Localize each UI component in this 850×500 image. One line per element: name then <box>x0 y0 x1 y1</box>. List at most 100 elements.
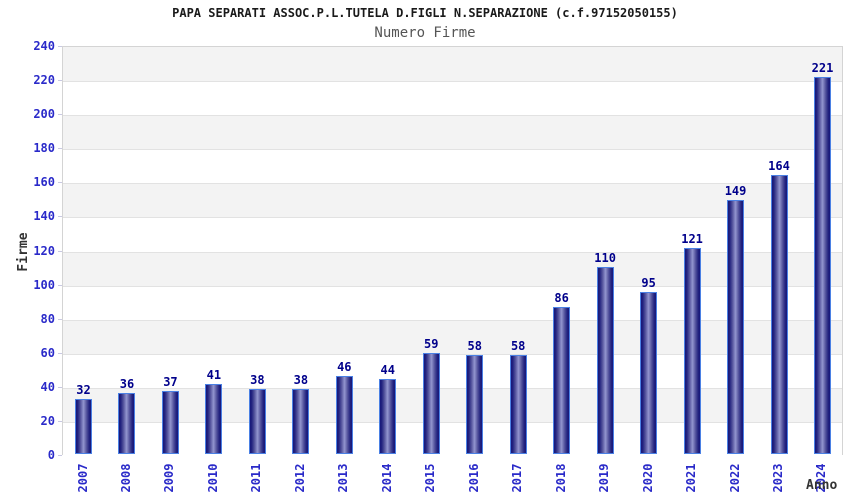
x-tick-label: 2020 <box>640 463 655 493</box>
y-tick-label: 140 <box>33 209 55 224</box>
gridline <box>63 285 842 287</box>
gridline <box>63 217 842 219</box>
grid-band <box>63 387 842 422</box>
bar <box>813 77 831 454</box>
bar <box>727 200 745 454</box>
grid-band <box>63 149 842 184</box>
bar-value-label: 149 <box>724 184 747 199</box>
y-tick-mark <box>58 114 62 116</box>
grid-band <box>63 47 842 82</box>
y-tick-label: 100 <box>33 277 55 292</box>
y-tick-label: 220 <box>33 73 55 88</box>
bar-value-label: 38 <box>250 373 265 388</box>
bar <box>509 355 527 454</box>
bar-value-label: 110 <box>594 250 616 265</box>
bar <box>118 392 136 454</box>
x-tick-label: 2012 <box>292 463 307 493</box>
bar-value-label: 164 <box>768 158 790 173</box>
y-tick-mark <box>58 318 62 320</box>
bar-value-label: 121 <box>681 231 703 246</box>
gridline <box>63 353 842 355</box>
bar <box>553 307 571 454</box>
y-tick-mark <box>58 80 62 82</box>
x-tick-label: 2023 <box>771 463 786 493</box>
bar-value-label: 221 <box>811 61 834 76</box>
bar <box>770 174 788 454</box>
y-tick-label: 240 <box>33 39 55 53</box>
y-tick-mark <box>58 216 62 218</box>
x-tick-label: 2016 <box>466 463 481 493</box>
y-tick-mark <box>58 352 62 354</box>
x-tick-label: 2011 <box>249 463 264 493</box>
bar-value-label: 44 <box>380 363 395 378</box>
y-tick-mark <box>58 386 62 388</box>
x-tick-label: 2008 <box>118 463 133 493</box>
x-tick-label: 2009 <box>162 463 177 493</box>
bar-value-label: 38 <box>293 373 309 388</box>
bar-value-label: 59 <box>424 337 439 352</box>
bar <box>75 399 92 454</box>
y-tick-label: 200 <box>33 107 55 122</box>
x-axis-title: Anno <box>806 478 838 493</box>
x-tick-label: 2010 <box>205 463 220 493</box>
y-tick-mark <box>58 284 62 286</box>
y-tick-label: 0 <box>47 448 55 462</box>
bar <box>205 384 223 454</box>
bar <box>379 379 397 454</box>
x-tick-label: 2017 <box>510 463 525 493</box>
bar-value-label: 32 <box>76 383 91 398</box>
x-tick-label: 2019 <box>597 463 612 493</box>
x-tick-label: 2015 <box>423 463 438 493</box>
y-tick-mark <box>58 250 62 252</box>
bar <box>640 292 658 454</box>
bar <box>292 389 310 454</box>
y-tick-label: 20 <box>40 413 55 428</box>
gridline <box>63 81 842 83</box>
gridline <box>63 387 842 389</box>
grid-band <box>63 421 842 456</box>
gridline <box>63 251 842 253</box>
x-tick-label: 2007 <box>75 463 90 493</box>
bar <box>466 355 484 454</box>
plot-area: 32 36 37 41 38 38 46 44 59 58 58 86 110 95 121 149 164 22… <box>62 46 843 456</box>
x-tick-label: 2022 <box>727 463 742 493</box>
bar-value-label: 58 <box>467 339 482 354</box>
chart-title: PAPA SEPARATI ASSOC.P.L.TUTELA D.FIGLI N… <box>172 6 678 20</box>
y-tick-label: 120 <box>33 243 55 258</box>
bar-value-label: 86 <box>554 291 569 306</box>
grid-band <box>63 319 842 354</box>
gridline <box>63 115 842 117</box>
bar <box>596 266 614 454</box>
y-tick-mark <box>58 455 62 456</box>
bar-value-label: 37 <box>163 374 178 389</box>
grid-band <box>63 353 842 388</box>
y-tick-mark <box>58 148 62 150</box>
bar <box>161 390 179 454</box>
grid-band <box>63 115 842 150</box>
gridline <box>63 319 842 321</box>
bar <box>248 389 266 454</box>
x-tick-label: 2018 <box>553 463 568 493</box>
bar <box>683 247 701 454</box>
y-tick-label: 60 <box>40 345 55 360</box>
bar-value-label: 36 <box>119 376 135 391</box>
grid-band <box>63 285 842 320</box>
x-tick-label: 2014 <box>379 463 394 493</box>
x-tick-label: 2013 <box>336 463 351 493</box>
chart-subtitle: Numero Firme <box>374 25 476 41</box>
bar-value-label: 95 <box>641 276 656 291</box>
grid-band <box>63 251 842 286</box>
bar-value-label: 58 <box>510 339 526 354</box>
y-tick-mark <box>58 46 62 47</box>
bar-value-label: 46 <box>337 359 352 374</box>
gridline <box>63 183 842 185</box>
bar-value-label: 41 <box>206 368 222 383</box>
x-tick-label: 2021 <box>684 463 699 493</box>
y-tick-label: 40 <box>40 379 55 394</box>
bar <box>422 353 440 454</box>
y-tick-label: 180 <box>33 141 55 156</box>
y-tick-label: 80 <box>40 311 55 326</box>
y-tick-mark <box>58 182 62 184</box>
bar <box>335 375 353 454</box>
